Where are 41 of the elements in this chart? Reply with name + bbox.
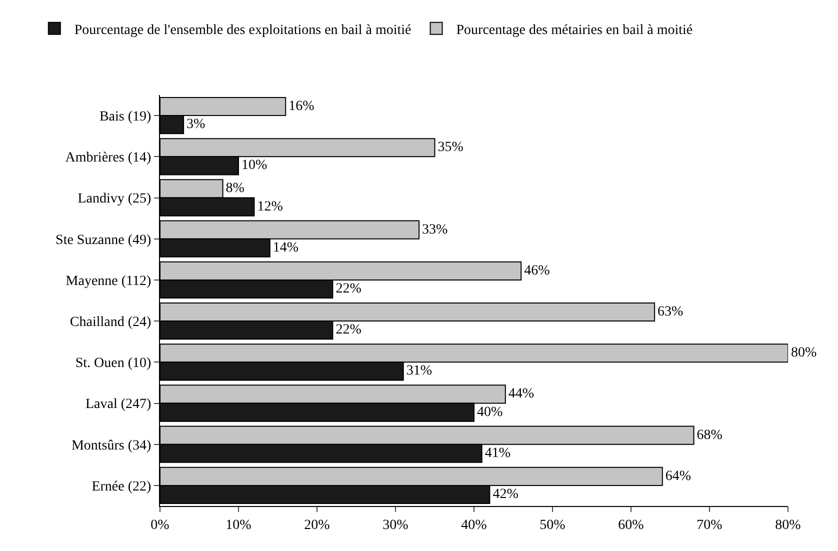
data-label: 33%: [422, 222, 448, 238]
legend-label: Pourcentage des métairies en bail à moitié: [456, 22, 693, 38]
x-tick-label: 40%: [461, 518, 488, 533]
x-tick-label: 60%: [618, 518, 644, 533]
data-label: 68%: [696, 428, 723, 443]
data-label: 12%: [257, 199, 284, 214]
data-label: 22%: [336, 322, 362, 338]
data-label: 22%: [336, 281, 362, 296]
x-tick-label: 10%: [226, 518, 252, 533]
data-label: 16%: [288, 99, 315, 114]
y-tick-label: Montsûrs (34): [71, 438, 152, 454]
x-tick-label: 30%: [382, 518, 409, 533]
data-label: 14%: [272, 240, 299, 256]
data-label: 64%: [665, 468, 692, 484]
x-tick-label: 50%: [540, 518, 566, 533]
y-tick-label: Mayenne (112): [66, 274, 152, 289]
x-tick-label: 70%: [696, 518, 723, 533]
y-tick-label: Landivy (25): [78, 192, 152, 207]
data-label: 63%: [658, 304, 684, 320]
legend-label: Pourcentage de l'ensemble des exploitations en bail à moitié: [74, 22, 412, 38]
data-label: 35%: [438, 140, 464, 156]
data-label: 40%: [477, 404, 503, 420]
data-label: 80%: [791, 346, 817, 361]
data-label: 8%: [226, 181, 245, 196]
y-tick-label: Chailland (24): [70, 314, 152, 330]
data-label: 44%: [508, 386, 534, 402]
data-label: 41%: [484, 446, 511, 461]
y-tick-label: Ambrières (14): [65, 150, 152, 166]
x-tick-label: 80%: [775, 518, 802, 533]
data-label: 3%: [186, 117, 206, 132]
x-tick-label: 0%: [150, 518, 170, 533]
y-tick-label: Ernée (22): [92, 479, 152, 494]
data-label: 10%: [242, 158, 268, 174]
data-label: 31%: [406, 364, 432, 379]
y-tick-label: Bais (19): [99, 109, 152, 124]
data-label: 46%: [524, 263, 550, 278]
data-label: 42%: [492, 486, 519, 502]
y-tick-label: Ste Suzanne (49): [56, 232, 152, 248]
y-tick-label: St. Ouen (10): [75, 356, 152, 372]
x-tick-label: 20%: [304, 518, 330, 533]
y-tick-label: Laval (247): [85, 397, 152, 412]
